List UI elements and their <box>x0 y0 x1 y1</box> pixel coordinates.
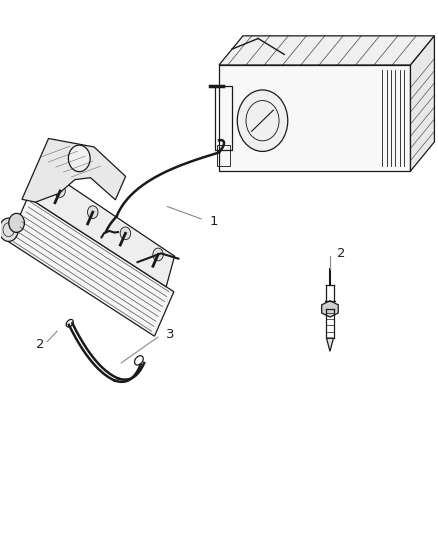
Text: 2: 2 <box>35 338 44 351</box>
Circle shape <box>88 206 98 219</box>
Polygon shape <box>219 36 434 65</box>
Circle shape <box>237 90 288 151</box>
Circle shape <box>153 248 163 261</box>
Text: 3: 3 <box>166 328 174 341</box>
Text: 1: 1 <box>209 215 218 229</box>
Polygon shape <box>321 301 338 317</box>
Circle shape <box>68 145 90 172</box>
Polygon shape <box>410 36 434 171</box>
Circle shape <box>9 213 25 232</box>
Polygon shape <box>326 338 333 351</box>
Polygon shape <box>22 139 126 202</box>
Circle shape <box>120 227 131 240</box>
Circle shape <box>0 218 18 241</box>
Polygon shape <box>219 65 410 171</box>
Text: 2: 2 <box>336 247 345 260</box>
Circle shape <box>55 184 65 197</box>
Polygon shape <box>32 172 175 287</box>
Polygon shape <box>8 197 174 336</box>
